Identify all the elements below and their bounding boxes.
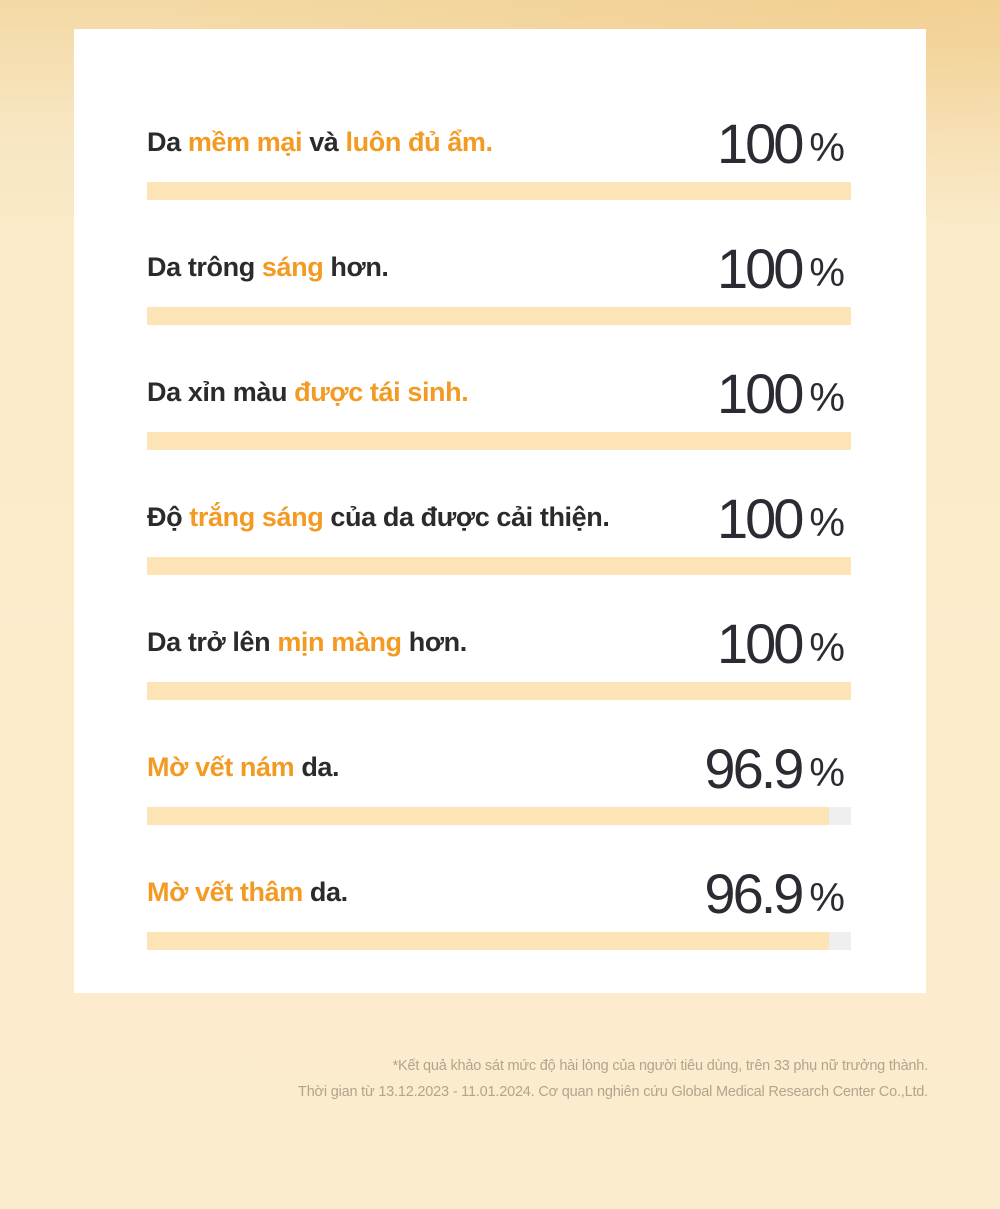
result-label-highlight: Mờ vết thâm [147,877,303,907]
percent-sign: % [809,626,845,670]
result-value: 100% [717,594,845,674]
result-label-text: da. [294,752,340,782]
bar-fill [147,182,851,200]
percent-sign: % [809,751,845,795]
result-label: Da xỉn màu được tái sinh. [147,377,687,408]
result-value: 100% [717,219,845,299]
bar-fill [147,932,830,950]
bar-fill [147,682,851,700]
bar-track [147,307,851,325]
result-label-highlight: mịn màng [277,627,402,657]
result-label-text: Da trở lên [147,627,278,657]
result-value-number: 100 [716,112,804,175]
percent-sign: % [809,251,845,295]
bar-track [147,182,851,200]
percent-sign: % [809,876,845,920]
result-value-number: 100 [716,237,804,300]
percent-sign: % [809,376,845,420]
result-label: Da trở lên mịn màng hơn. [147,627,687,658]
footnote-line-2: Thời gian từ 13.12.2023 - 11.01.2024. Cơ… [298,1084,928,1100]
result-label-text: hơn. [323,252,389,282]
result-label-text: Da trông [147,252,262,282]
results-card: Da mềm mại và luôn đủ ẩm. 100% Da trông sá… [74,29,926,993]
percent-sign: % [809,501,845,545]
bar-fill [147,807,830,825]
result-value: 100% [717,344,845,424]
bar-track [147,682,851,700]
result-value: 96.9% [704,844,845,924]
bar-track [147,807,851,825]
bar-track [147,932,851,950]
result-value-number: 96.9 [704,862,804,925]
result-label-highlight: sáng [261,252,324,282]
percent-sign: % [809,126,845,170]
bar-fill [147,557,851,575]
bar-track [147,432,851,450]
result-row: Da mềm mại và luôn đủ ẩm. 100% [147,94,851,200]
result-label-highlight: mềm mại [187,127,303,157]
bar-fill [147,307,851,325]
result-value-number: 100 [716,487,804,550]
result-row: Da trở lên mịn màng hơn. 100% [147,594,851,700]
result-label: Da mềm mại và luôn đủ ẩm. [147,127,687,158]
result-value: 96.9% [704,719,845,799]
result-value-number: 100 [716,612,804,675]
footnote: *Kết quả khảo sát mức độ hài lòng của ng… [298,1053,928,1105]
result-value: 100% [717,94,845,174]
bar-fill [147,432,851,450]
result-value: 100% [717,469,845,549]
result-row: Mờ vết thâm da. 96.9% [147,844,851,950]
result-row: Mờ vết nám da. 96.9% [147,719,851,825]
result-label-text: của da được cải thiện. [323,502,610,532]
result-label-highlight: được tái sinh. [294,377,469,407]
result-value-number: 96.9 [704,737,804,800]
footnote-line-1: *Kết quả khảo sát mức độ hài lòng của ng… [392,1058,929,1074]
result-label-text: và [302,127,346,157]
result-value-number: 100 [716,362,804,425]
result-label-highlight: Mờ vết nám [147,752,295,782]
result-label: Độ trắng sáng của da được cải thiện. [147,502,687,533]
result-label-text: Độ [147,502,190,532]
result-label-highlight: trắng sáng [189,502,324,532]
result-label: Mờ vết nám da. [147,752,687,783]
result-label-text: Da [147,127,188,157]
result-label: Mờ vết thâm da. [147,877,687,908]
result-label: Da trông sáng hơn. [147,252,687,283]
result-row: Da xỉn màu được tái sinh. 100% [147,344,851,450]
result-label-highlight: luôn đủ ẩm. [345,127,493,157]
bar-track [147,557,851,575]
result-row: Da trông sáng hơn. 100% [147,219,851,325]
result-label-text: Da xỉn màu [147,377,295,407]
result-label-text: hơn. [401,627,467,657]
result-label-text: da. [302,877,348,907]
result-row: Độ trắng sáng của da được cải thiện. 100% [147,469,851,575]
